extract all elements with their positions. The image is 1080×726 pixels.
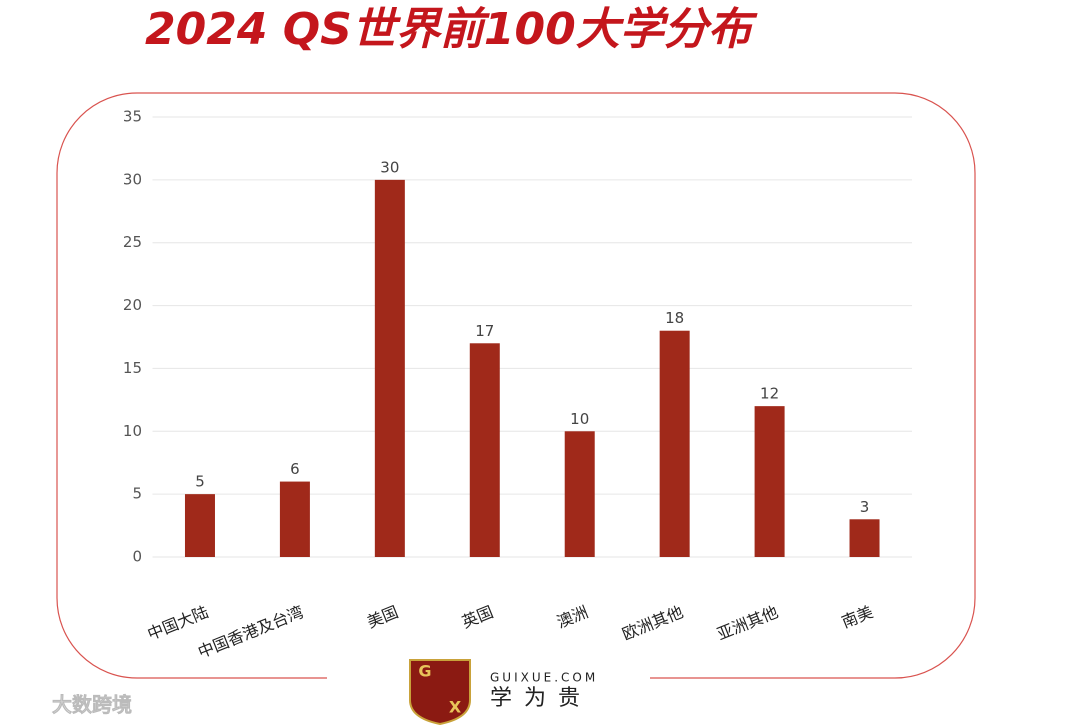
badge-letter: X — [449, 698, 462, 717]
x-tick-label: 南美 — [839, 602, 876, 632]
y-tick-label: 5 — [132, 485, 142, 503]
bar — [374, 179, 405, 557]
slogan: 学为贵 — [490, 686, 592, 711]
badge — [409, 659, 471, 726]
data-label: 30 — [380, 158, 399, 176]
chart-title: 2024 QS世界前100大学分布 — [145, 4, 758, 55]
data-label: 17 — [475, 322, 494, 340]
data-label: 10 — [570, 410, 589, 428]
data-label: 6 — [290, 460, 300, 478]
bar — [184, 494, 215, 557]
y-tick-label: 20 — [123, 296, 142, 314]
x-tick-label: 澳洲 — [554, 602, 591, 632]
bar — [754, 406, 785, 557]
bar — [849, 519, 880, 557]
x-tick-label: 亚洲其他 — [714, 602, 780, 644]
y-tick-label: 30 — [123, 170, 142, 188]
x-tick-label: 美国 — [364, 602, 401, 632]
badge-letter: G — [418, 662, 431, 681]
bar — [564, 431, 595, 557]
y-tick-label: 15 — [123, 359, 142, 377]
y-tick-label: 0 — [132, 548, 142, 566]
x-tick-label: 中国香港及台湾 — [195, 602, 306, 662]
data-label: 18 — [665, 309, 684, 327]
logo: G X GUIXUE.COM 学为贵 — [409, 659, 598, 726]
bar — [659, 330, 690, 557]
bar — [279, 481, 310, 557]
data-label: 5 — [195, 473, 205, 491]
y-tick-label: 25 — [123, 233, 142, 251]
x-tick-label: 英国 — [459, 602, 496, 632]
frame — [56, 92, 976, 679]
y-tick-label: 10 — [123, 422, 142, 440]
bar — [469, 343, 500, 557]
data-label: 12 — [760, 385, 779, 403]
data-label: 3 — [860, 498, 870, 516]
x-tick-label: 中国大陆 — [145, 602, 211, 644]
y-tick-label: 35 — [123, 108, 142, 126]
site: GUIXUE.COM — [490, 671, 598, 685]
x-tick-label: 欧洲其他 — [619, 602, 685, 644]
watermark: 大数跨境 — [52, 693, 132, 717]
